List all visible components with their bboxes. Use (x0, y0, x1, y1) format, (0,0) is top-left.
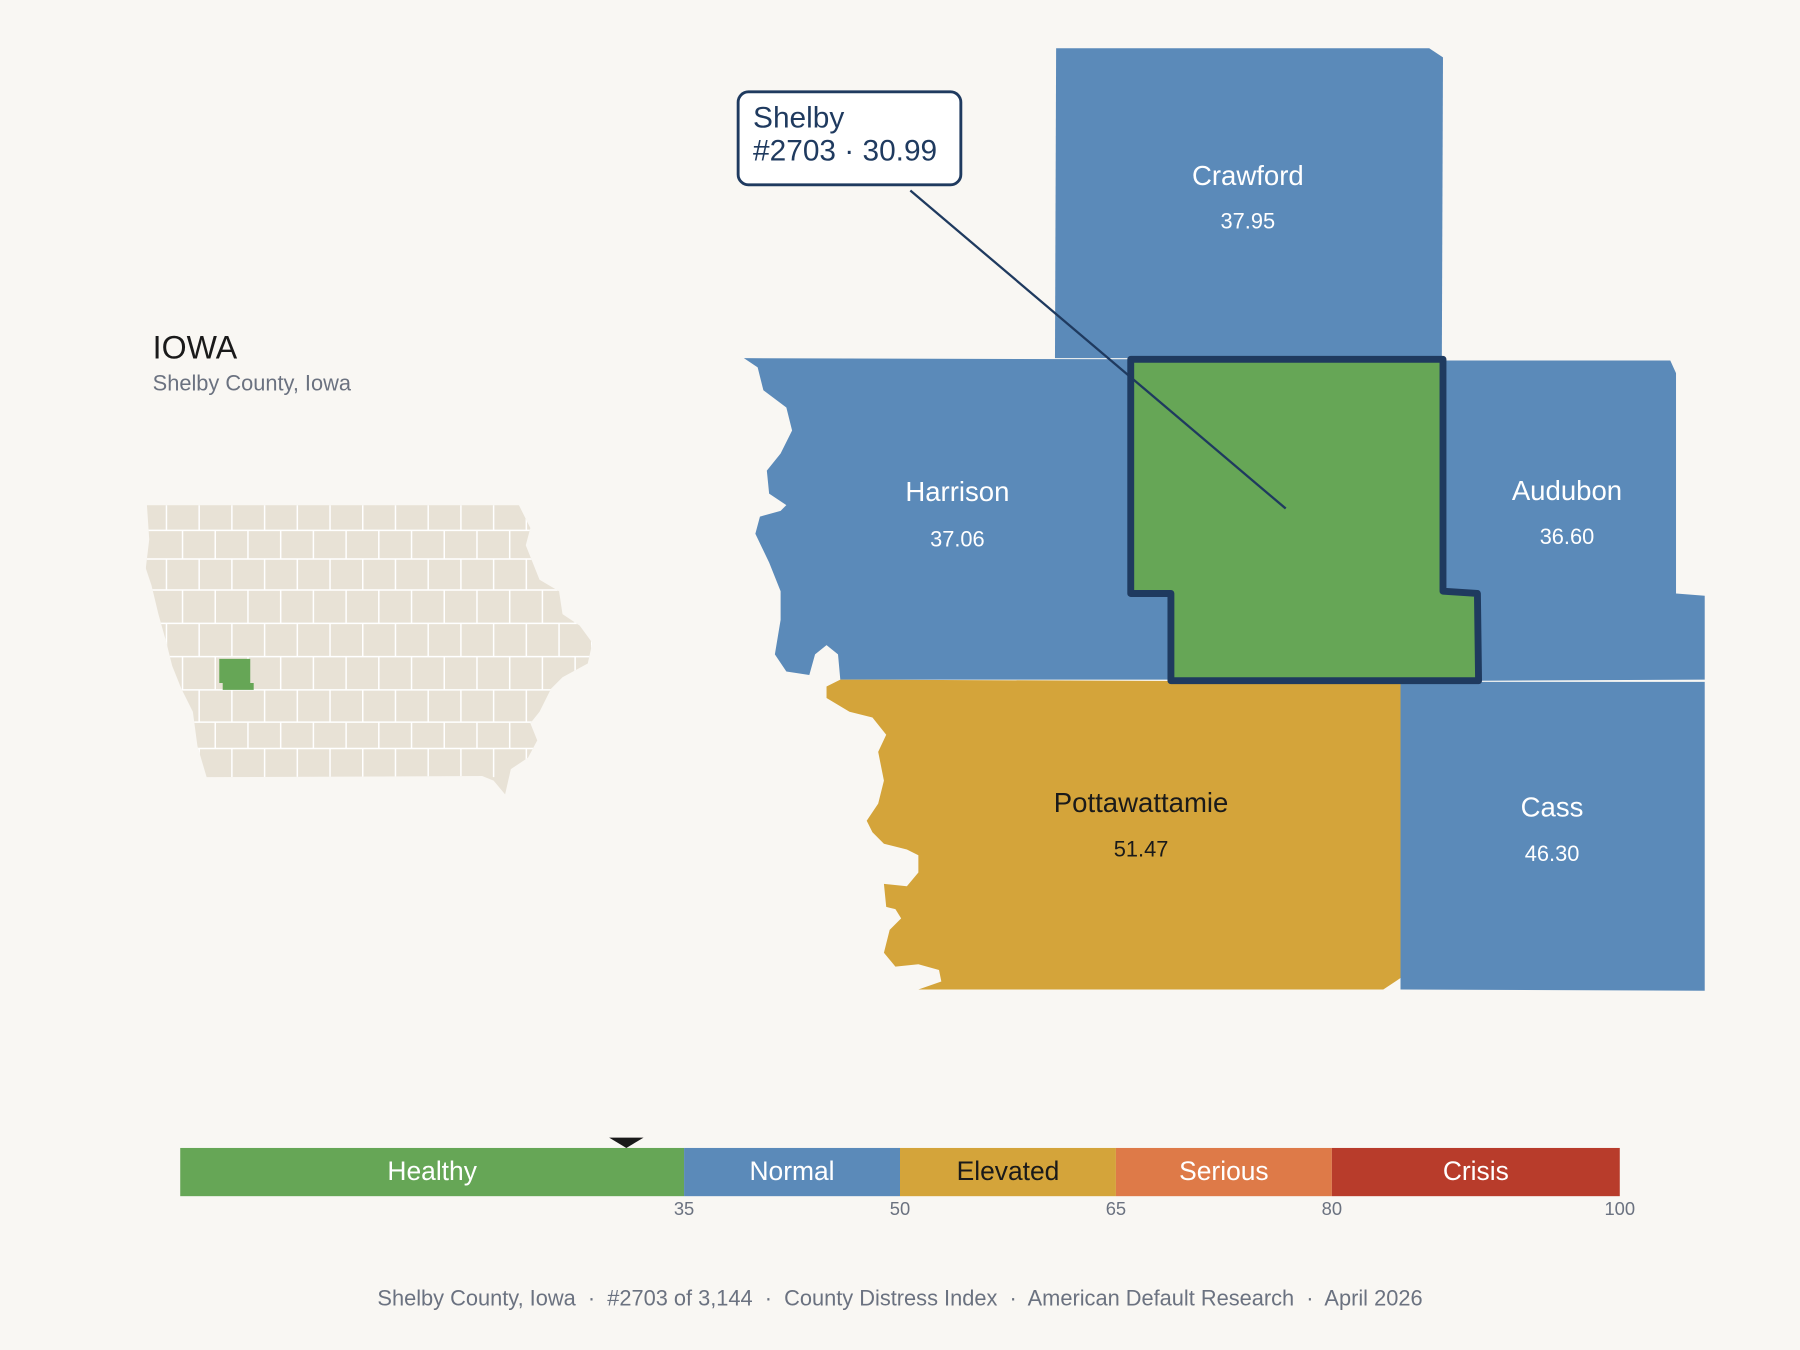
leader-line (909, 189, 1287, 510)
county-name: Pottawattamie (1054, 787, 1229, 818)
state-title: IOWA (153, 330, 238, 366)
county-score: 37.06 (930, 526, 985, 551)
county-score: 46.30 (1525, 841, 1580, 866)
callout-name: Shelby (753, 101, 844, 134)
county-score: 37.95 (1221, 208, 1276, 233)
scale-tick-label: 100 (1604, 1198, 1635, 1219)
scale-band (900, 1147, 1116, 1197)
scale-bar: Healthy Normal Elevated Serious Crisis 35 50 65… (180, 1137, 1635, 1219)
county-name: Crawford (1192, 160, 1304, 191)
county-shape[interactable] (1442, 360, 1705, 681)
scale-band (684, 1147, 900, 1197)
county-shape[interactable] (1054, 48, 1443, 359)
county-shape[interactable] (1400, 681, 1705, 991)
state-shape (145, 505, 593, 795)
county-score: 51.47 (1114, 836, 1169, 861)
county-shape[interactable] (826, 679, 1401, 990)
callout-detail: #2703 · 30.99 (753, 135, 937, 168)
scale-band (1331, 1147, 1620, 1197)
county-name: Audubon (1512, 475, 1622, 506)
subtitle: Shelby County, Iowa (153, 370, 352, 395)
scale-tick-label: 80 (1322, 1198, 1342, 1219)
scale-band-label: Healthy (387, 1156, 477, 1186)
county-name: Cass (1521, 792, 1584, 823)
locator-highlight (219, 658, 254, 690)
scale-band (180, 1147, 685, 1197)
county-name: Harrison (905, 476, 1009, 507)
county-shape[interactable] (743, 358, 1171, 680)
callout-box (736, 90, 963, 187)
scale-tick-label: 35 (674, 1198, 694, 1219)
scale-tick-label: 50 (890, 1198, 910, 1219)
focus-county[interactable] (1127, 355, 1483, 685)
scale-band (1115, 1147, 1332, 1197)
county-grid (145, 505, 593, 778)
scale-band-label: Crisis (1443, 1156, 1509, 1186)
footer: Shelby County, Iowa · #2703 of 3,144 · C… (377, 1285, 1422, 1310)
state-locator-map (145, 505, 593, 795)
score-marker (609, 1137, 644, 1148)
scale-band-label: Serious (1179, 1156, 1268, 1186)
scale-band-label: Normal (750, 1156, 835, 1186)
county-score: 36.60 (1540, 524, 1595, 549)
scale-band-label: Elevated (957, 1156, 1060, 1186)
scale-tick-label: 65 (1106, 1198, 1126, 1219)
